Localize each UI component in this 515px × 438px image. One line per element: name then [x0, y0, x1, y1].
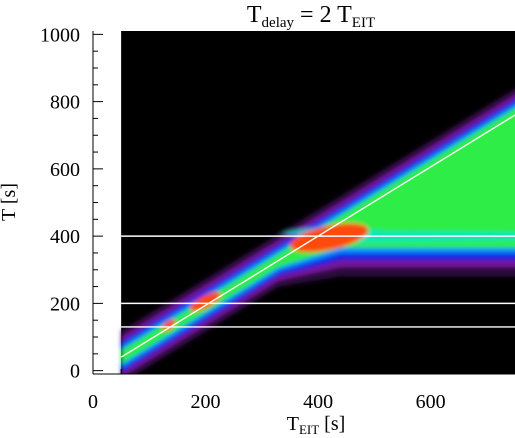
x-axis-label: TEIT [s] [287, 413, 346, 437]
hotspot-400 [290, 223, 369, 253]
y-tick-label: 0 [70, 361, 80, 383]
title-main: T [247, 2, 262, 28]
reference-lines [120, 114, 515, 358]
x-tick-label: 0 [88, 391, 98, 413]
x-tick-label: 200 [191, 391, 221, 413]
x-label-sub: EIT [299, 422, 319, 437]
x-tick-label: 400 [303, 391, 333, 413]
axes: 0 200 400 600 0 200 400 600 800 1000 [40, 24, 515, 413]
title-rest-sub: EIT [352, 15, 375, 31]
chart-title: Tdelay = 2 TEIT [247, 2, 375, 31]
x-label-rest: [s] [319, 413, 345, 435]
y-tick-label: 600 [50, 159, 80, 181]
y-axis-label: T [s] [0, 183, 20, 221]
y-tick-label: 800 [50, 92, 80, 114]
y-tick-label: 1000 [40, 24, 80, 46]
x-label-main: T [287, 413, 299, 435]
title-main-sub: delay [262, 15, 295, 31]
title-rest: = 2 T [294, 2, 352, 28]
hotspot-130 [162, 319, 176, 331]
y-tick-label: 200 [50, 293, 80, 315]
x-tick-label: 600 [416, 391, 446, 413]
y-tick-label: 400 [50, 226, 80, 248]
diagonal-line [120, 114, 515, 358]
hotspot-200 [190, 292, 221, 312]
